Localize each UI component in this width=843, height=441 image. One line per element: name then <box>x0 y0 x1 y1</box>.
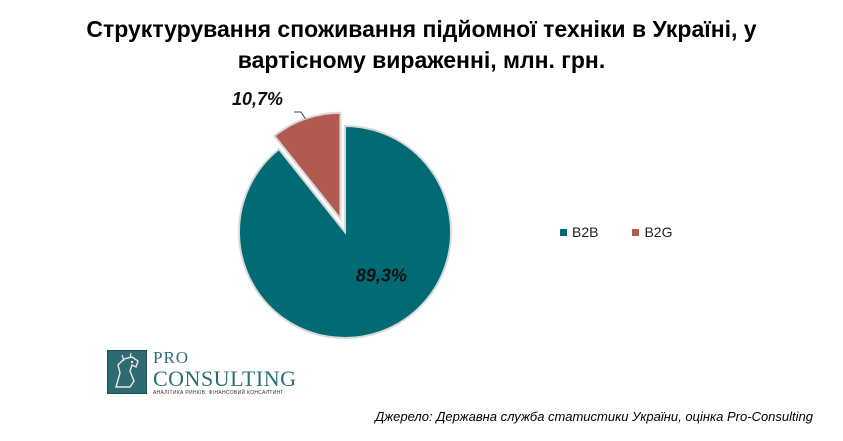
legend-swatch-b2g <box>632 228 640 236</box>
legend-item-b2g: B2G <box>632 224 672 240</box>
chart-title: Структурування споживання підйомної техн… <box>0 14 843 76</box>
legend-label-b2g: B2G <box>644 224 673 240</box>
chart-legend: B2B B2G <box>560 224 706 240</box>
logo-pro-text: PRO <box>153 348 190 367</box>
pie-slice-b2b <box>238 124 452 339</box>
source-note: Джерело: Державна служба статистики Укра… <box>375 409 813 424</box>
legend-label-b2b: B2B <box>572 224 599 240</box>
pie-slice-b2g <box>272 111 342 222</box>
data-label-b2g: 10,7% <box>232 89 283 109</box>
chart-title-line-1: Структурування споживання підйомної техн… <box>86 16 757 42</box>
logo-tagline: АНАЛІТИКА РИНКІВ. ФІНАНСОВИЙ КОНСАЛТИНГ <box>153 390 284 396</box>
chart-title-line-2: вартісному вираженні, млн. грн. <box>237 47 606 73</box>
legend-swatch-b2b <box>560 228 567 236</box>
leader-line-b2g <box>294 111 306 119</box>
data-label-b2b: 89,3% <box>356 265 407 285</box>
logo-consulting-text: CONSULTING <box>153 366 297 391</box>
horse-emblem-icon <box>107 350 147 394</box>
legend-item-b2b: B2B <box>560 224 598 240</box>
pro-consulting-logo: PRO CONSULTING АНАЛІТИКА РИНКІВ. ФІНАНСО… <box>107 348 307 396</box>
